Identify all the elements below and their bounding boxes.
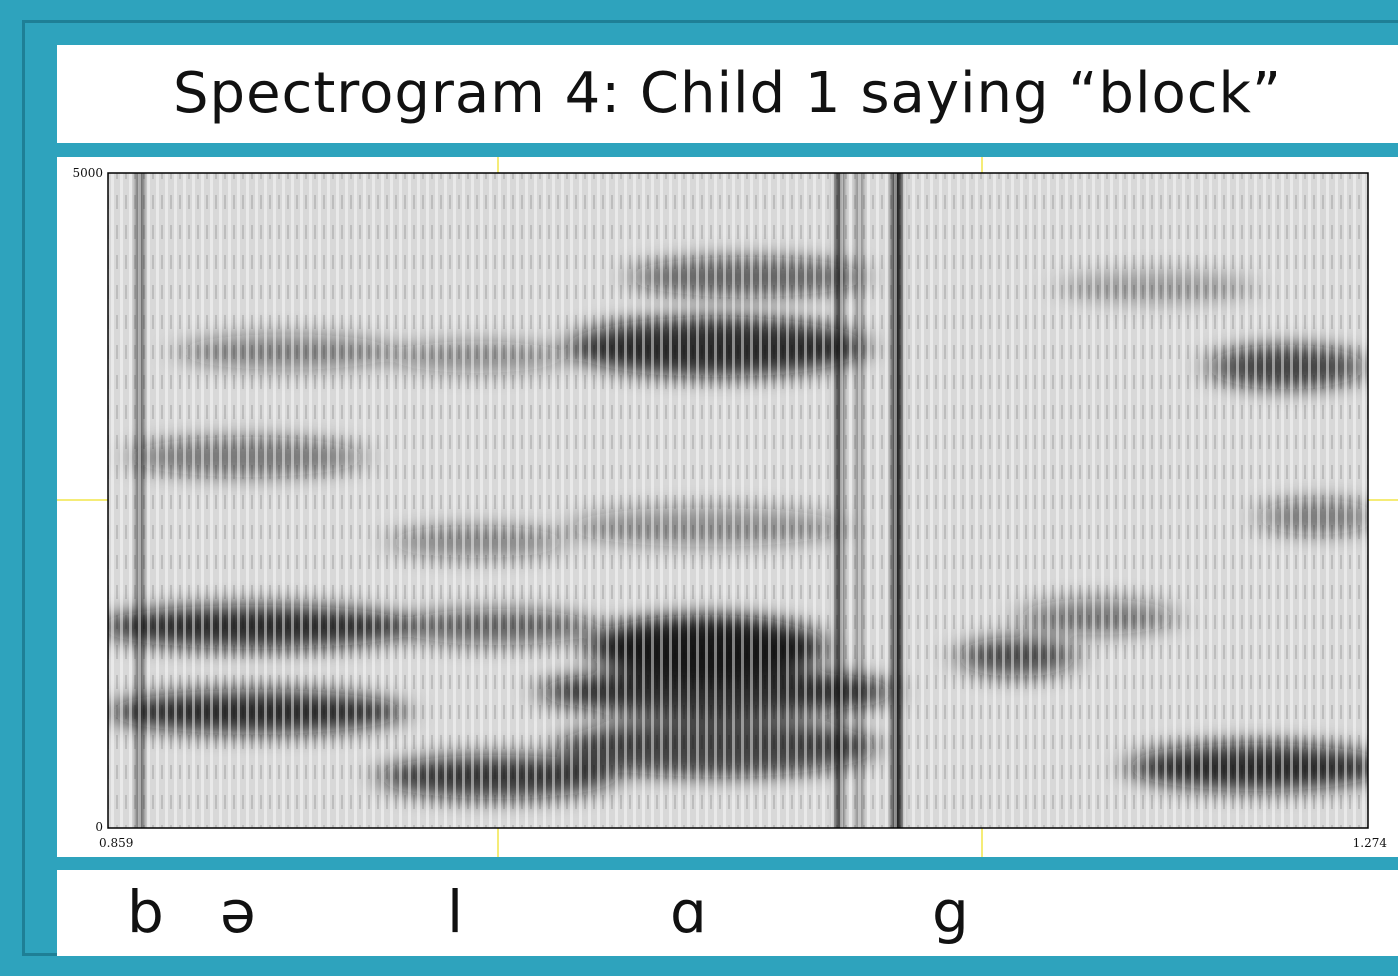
transcription-box: b ə l ɑ g: [57, 870, 1398, 956]
plot-border: [107, 172, 1369, 829]
spectrogram-image: [108, 173, 1368, 828]
y-axis-label: 5000: [72, 166, 103, 180]
phoneme: g: [932, 878, 969, 946]
phoneme: ə: [220, 878, 256, 946]
spectrogram-panel: 5000 0 0.859 1.274: [57, 157, 1398, 857]
x-axis-label: 0.859: [99, 836, 133, 850]
x-axis-label: 1.274: [1353, 836, 1388, 850]
slide-title: Spectrogram 4: Child 1 saying “block”: [57, 45, 1398, 143]
phoneme: l: [447, 878, 464, 946]
y-axis-label: 0: [95, 820, 103, 834]
spectrogram: 5000 0 0.859 1.274: [57, 157, 1398, 857]
phoneme: b: [127, 878, 164, 946]
phoneme: ɑ: [670, 878, 707, 946]
